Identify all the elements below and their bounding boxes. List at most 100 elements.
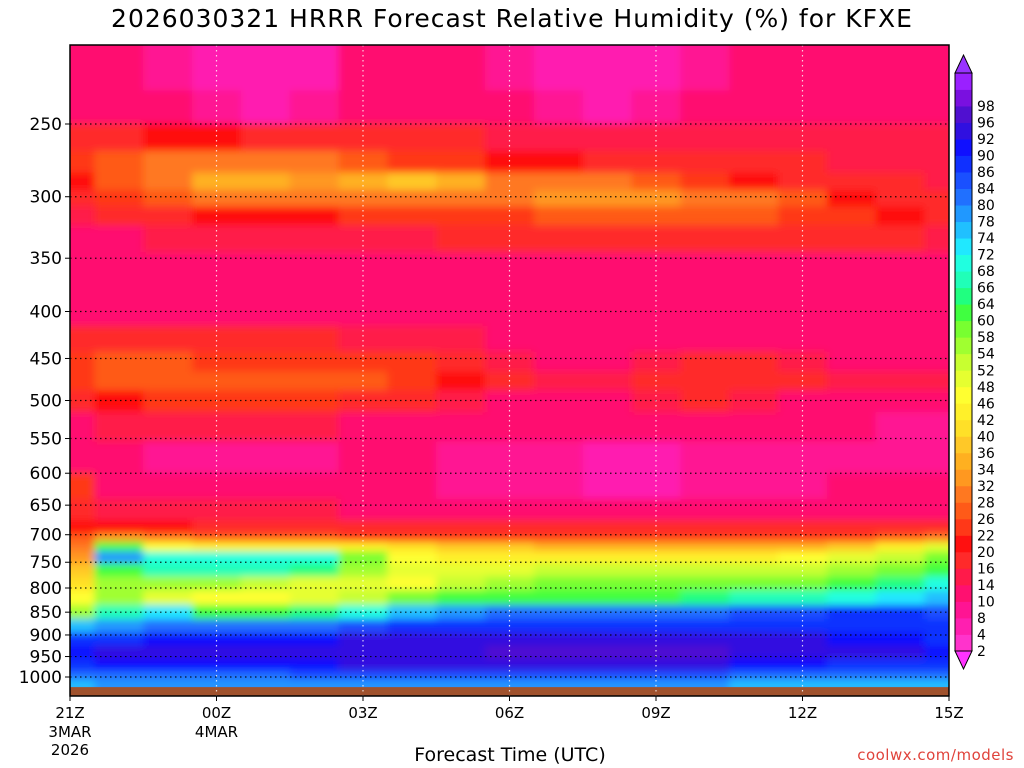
heatmap-cell xyxy=(240,371,291,391)
heatmap-cell xyxy=(143,90,193,125)
colorbar-swatch xyxy=(955,584,972,602)
heatmap-cell xyxy=(729,150,779,174)
heatmap-cell xyxy=(387,605,437,620)
heatmap-cell xyxy=(338,551,389,565)
heatmap-cell xyxy=(240,325,291,353)
colorbar-under-arrow xyxy=(954,650,973,671)
heatmap-cell xyxy=(485,576,535,592)
heatmap-cell xyxy=(70,90,96,125)
heatmap-cell xyxy=(485,590,535,606)
heatmap-cell xyxy=(729,563,779,578)
heatmap-cell xyxy=(729,123,779,152)
heatmap-cell xyxy=(582,412,633,443)
heatmap-cell xyxy=(729,658,779,672)
heatmap-cell xyxy=(143,670,193,681)
colorbar-swatch xyxy=(955,106,972,123)
heatmap-cell xyxy=(485,533,535,543)
colorbar: 2481014162022262832343640424648525458606… xyxy=(954,53,995,671)
heatmap-cell xyxy=(70,658,96,672)
heatmap-cell xyxy=(778,123,828,152)
heatmap-cell xyxy=(338,590,389,606)
colorbar-label: 52 xyxy=(977,363,995,379)
heatmap-cell xyxy=(192,412,242,443)
heatmap-cell xyxy=(192,551,242,565)
heatmap-cell xyxy=(94,551,144,565)
heatmap-cell xyxy=(338,123,389,152)
heatmap-cell xyxy=(680,351,730,373)
heatmap-cell xyxy=(680,371,730,391)
heatmap-cell xyxy=(778,590,828,606)
heatmap-cell xyxy=(631,533,682,543)
heatmap-cell xyxy=(582,605,633,620)
heatmap-cell xyxy=(826,520,877,534)
heatmap-cell xyxy=(436,576,486,592)
heatmap-cell xyxy=(582,551,633,565)
heatmap-cell xyxy=(924,252,949,292)
heatmap-cell xyxy=(94,325,144,353)
heatmap-cell xyxy=(192,150,242,174)
heatmap-cell xyxy=(436,325,486,353)
heatmap-cell xyxy=(436,563,486,578)
heatmap-cell xyxy=(289,90,340,125)
colorbar-swatch xyxy=(955,601,972,619)
colorbar-label: 42 xyxy=(977,413,995,429)
heatmap-cell xyxy=(436,90,486,125)
heatmap-cell xyxy=(70,172,96,191)
heatmap-cell xyxy=(338,441,389,474)
heatmap-cell xyxy=(70,576,96,592)
heatmap-cell xyxy=(94,150,144,174)
heatmap-cell xyxy=(94,576,144,592)
heatmap-cell xyxy=(289,206,340,227)
heatmap-cell xyxy=(533,590,584,606)
heatmap-cell xyxy=(485,45,535,91)
heatmap-cell xyxy=(70,189,96,208)
heatmap-cell xyxy=(729,206,779,227)
heatmap-cell xyxy=(436,670,486,681)
heatmap-cell xyxy=(143,590,193,606)
heatmap-cell xyxy=(436,520,486,534)
colorbar-swatch xyxy=(955,469,972,487)
colorbar-swatch xyxy=(955,89,972,107)
colorbar-swatch xyxy=(955,436,972,454)
heatmap-cell xyxy=(582,563,633,578)
heatmap-cell xyxy=(192,225,242,253)
heatmap-cell xyxy=(289,632,340,647)
heatmap-cell xyxy=(924,412,949,443)
heatmap-cell xyxy=(70,541,96,553)
heatmap-cell xyxy=(631,441,682,474)
heatmap-cell xyxy=(143,206,193,227)
heatmap-cell xyxy=(338,189,389,208)
heatmap-cell xyxy=(289,590,340,606)
heatmap-cell xyxy=(875,498,926,521)
heatmap-cell xyxy=(582,658,633,672)
heatmap-cell xyxy=(826,541,877,553)
heatmap-cell xyxy=(240,590,291,606)
heatmap-cell xyxy=(533,45,584,91)
heatmap-cell xyxy=(680,563,730,578)
x-tick-label: 09Z xyxy=(641,704,670,722)
heatmap-cell xyxy=(289,605,340,620)
heatmap-cell xyxy=(875,632,926,647)
heatmap-cell xyxy=(240,533,291,543)
heatmap-cell xyxy=(70,605,96,620)
colorbar-label: 78 xyxy=(977,215,995,231)
colorbar-swatch xyxy=(955,634,972,652)
heatmap-cell xyxy=(924,290,949,327)
heatmap-cell xyxy=(387,390,437,413)
heatmap-cell xyxy=(436,498,486,521)
heatmap-cell xyxy=(143,605,193,620)
heatmap-cell xyxy=(826,551,877,565)
heatmap-cell xyxy=(94,225,144,253)
heatmap-cell xyxy=(875,371,926,391)
heatmap-cell xyxy=(680,498,730,521)
heatmap-cell xyxy=(680,290,730,327)
heatmap-cell xyxy=(338,632,389,647)
heatmap-cell xyxy=(240,498,291,521)
heatmap-cell xyxy=(289,473,340,500)
heatmap-cell xyxy=(680,551,730,565)
heatmap-cell xyxy=(729,325,779,353)
heatmap-cell xyxy=(582,533,633,543)
heatmap-cell xyxy=(70,619,96,634)
heatmap-cell xyxy=(826,619,877,634)
heatmap-cell xyxy=(387,206,437,227)
